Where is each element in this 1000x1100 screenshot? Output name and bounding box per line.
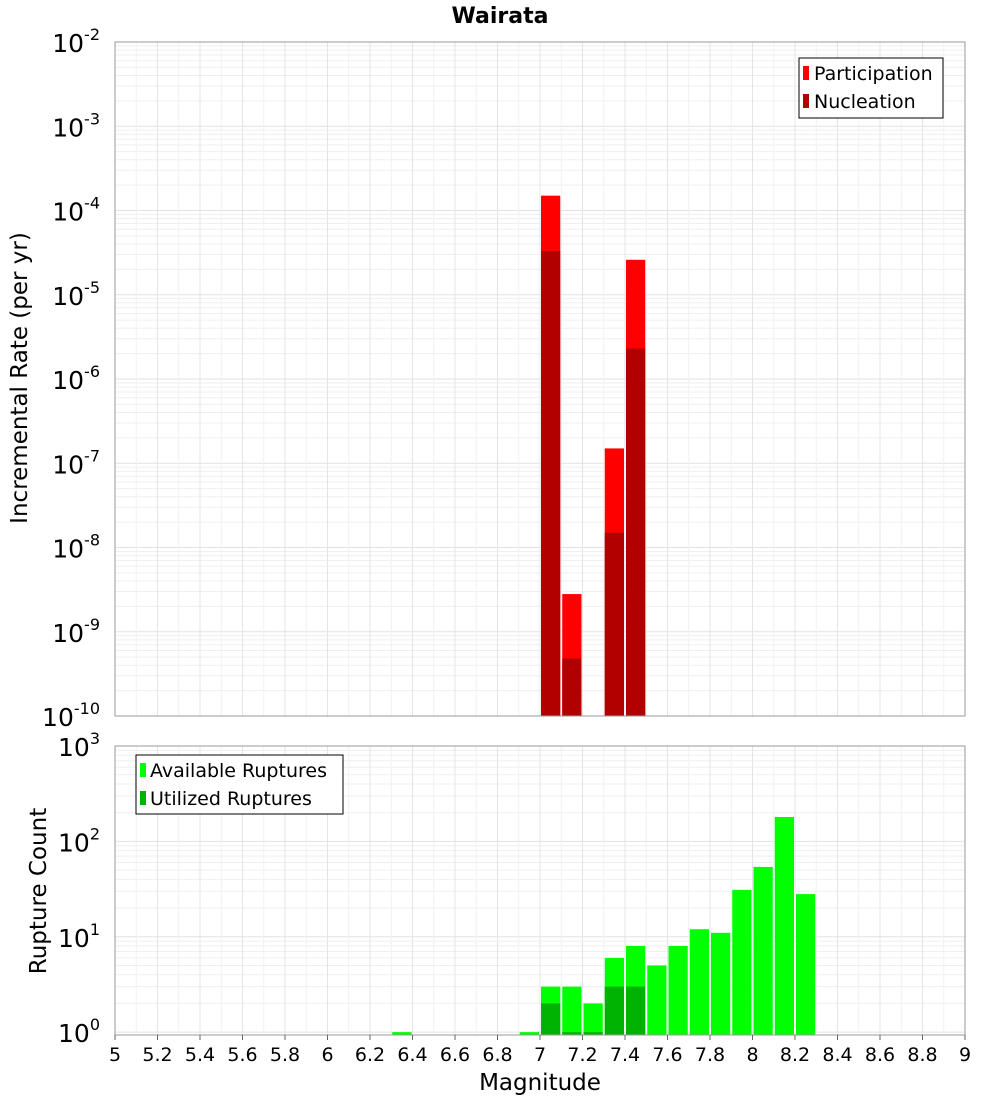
count-bar-available-ruptures bbox=[796, 894, 816, 1035]
count-bar-utilized-ruptures bbox=[562, 1032, 582, 1035]
x-tick-label: 5.4 bbox=[185, 1044, 215, 1066]
count-bar-utilized-ruptures bbox=[626, 986, 646, 1035]
count-bar-available-ruptures bbox=[647, 965, 667, 1035]
count-bar-available-ruptures bbox=[689, 929, 709, 1035]
x-tick-label: 6.8 bbox=[482, 1044, 512, 1066]
count-bar-available-ruptures bbox=[583, 1003, 603, 1035]
count-bar-available-ruptures bbox=[774, 817, 794, 1035]
x-tick-label: 7.6 bbox=[652, 1044, 682, 1066]
count-y-tick-label: 100 bbox=[58, 1015, 100, 1048]
rate-y-tick-label: 10-10 bbox=[42, 699, 100, 732]
x-tick-label: 6.4 bbox=[397, 1044, 427, 1066]
x-tick-label: 6.6 bbox=[440, 1044, 470, 1066]
rate-y-axis-label: Incremental Rate (per yr) bbox=[7, 232, 33, 524]
count-bar-available-ruptures bbox=[562, 986, 582, 1035]
count-bar-utilized-ruptures bbox=[583, 1032, 603, 1035]
rate-y-tick-label: 10-8 bbox=[52, 531, 100, 564]
x-tick-label: 8.2 bbox=[780, 1044, 810, 1066]
legend-available-label: Available Ruptures bbox=[150, 760, 327, 782]
count-y-tick-label: 102 bbox=[58, 824, 100, 857]
legend-utilized-swatch bbox=[140, 791, 146, 805]
x-tick-label: 8.4 bbox=[822, 1044, 852, 1066]
count-panel: 100 101 102 103 5 5.2 5.4 5.6 5.8 6 6.2 6.4 6.6 6.8 7… bbox=[26, 729, 971, 1096]
rate-y-tick-label: 10-5 bbox=[52, 278, 100, 311]
rate-bar-nucleation bbox=[626, 348, 646, 716]
x-tick-labels: 5 5.2 5.4 5.6 5.8 6 6.2 6.4 6.6 6.8 7 7.2 7.4 7.6 7.8 8… bbox=[109, 1035, 971, 1066]
count-bar-utilized-ruptures bbox=[604, 986, 624, 1035]
count-y-tick-label: 101 bbox=[58, 920, 100, 953]
count-bar-available-ruptures bbox=[668, 946, 688, 1035]
x-tick-label: 8 bbox=[746, 1044, 758, 1066]
x-tick-label: 7.4 bbox=[610, 1044, 640, 1066]
legend-participation-label: Participation bbox=[814, 63, 933, 85]
count-bars bbox=[392, 817, 816, 1035]
rate-legend: Participation Nucleation bbox=[798, 57, 944, 119]
count-bar-available-ruptures bbox=[519, 1032, 539, 1035]
x-tick-label: 6.2 bbox=[355, 1044, 385, 1066]
count-bar-available-ruptures bbox=[711, 932, 731, 1035]
count-bar-utilized-ruptures bbox=[541, 1003, 561, 1035]
x-tick-label: 8.8 bbox=[907, 1044, 937, 1066]
x-tick-label: 5 bbox=[109, 1044, 121, 1066]
legend-participation-swatch bbox=[803, 66, 809, 80]
x-tick-label: 9 bbox=[959, 1044, 971, 1066]
x-tick-label: 7.8 bbox=[695, 1044, 725, 1066]
rate-panel: 10-10 10-9 10-8 10-7 10-6 10-5 10-4 10-3 10-2 In… bbox=[7, 25, 966, 732]
rate-plot-frame bbox=[114, 41, 966, 717]
rate-y-tick-label: 10-2 bbox=[52, 25, 100, 58]
rate-y-tick-label: 10-3 bbox=[52, 109, 100, 142]
count-y-tick-label: 103 bbox=[58, 729, 100, 762]
count-y-axis-label: Rupture Count bbox=[26, 808, 52, 974]
chart-title: Wairata bbox=[452, 4, 549, 29]
rate-bar-nucleation bbox=[562, 658, 582, 716]
x-tick-label: 5.8 bbox=[270, 1044, 300, 1066]
x-tick-label: 5.2 bbox=[142, 1044, 172, 1066]
rate-y-tick-label: 10-6 bbox=[52, 362, 100, 395]
x-axis-label: Magnitude bbox=[479, 1070, 601, 1096]
legend-utilized-label: Utilized Ruptures bbox=[150, 788, 312, 810]
rate-y-ticks: 10-10 10-9 10-8 10-7 10-6 10-5 10-4 10-3 10-2 bbox=[42, 25, 100, 732]
rate-y-tick-label: 10-9 bbox=[52, 615, 100, 648]
rate-y-tick-label: 10-7 bbox=[52, 446, 100, 479]
legend-nucleation-swatch bbox=[803, 94, 809, 108]
count-bar-available-ruptures bbox=[753, 866, 773, 1035]
x-tick-label: 7 bbox=[534, 1044, 546, 1066]
count-y-ticks: 100 101 102 103 bbox=[58, 729, 100, 1048]
rate-grid bbox=[114, 42, 966, 717]
count-bar-available-ruptures bbox=[392, 1032, 412, 1035]
legend-available-swatch bbox=[140, 763, 146, 777]
legend-nucleation-label: Nucleation bbox=[814, 91, 916, 113]
rate-bar-nucleation bbox=[604, 532, 624, 716]
count-bar-available-ruptures bbox=[732, 889, 752, 1035]
rate-y-tick-label: 10-4 bbox=[52, 194, 100, 227]
x-tick-label: 5.6 bbox=[227, 1044, 257, 1066]
rate-bars bbox=[541, 195, 646, 717]
rate-bar-nucleation bbox=[541, 251, 561, 717]
x-tick-label: 8.6 bbox=[865, 1044, 895, 1066]
x-tick-label: 7.2 bbox=[567, 1044, 597, 1066]
x-tick-label: 6 bbox=[321, 1044, 333, 1066]
count-legend: Available Ruptures Utilized Ruptures bbox=[135, 754, 344, 815]
